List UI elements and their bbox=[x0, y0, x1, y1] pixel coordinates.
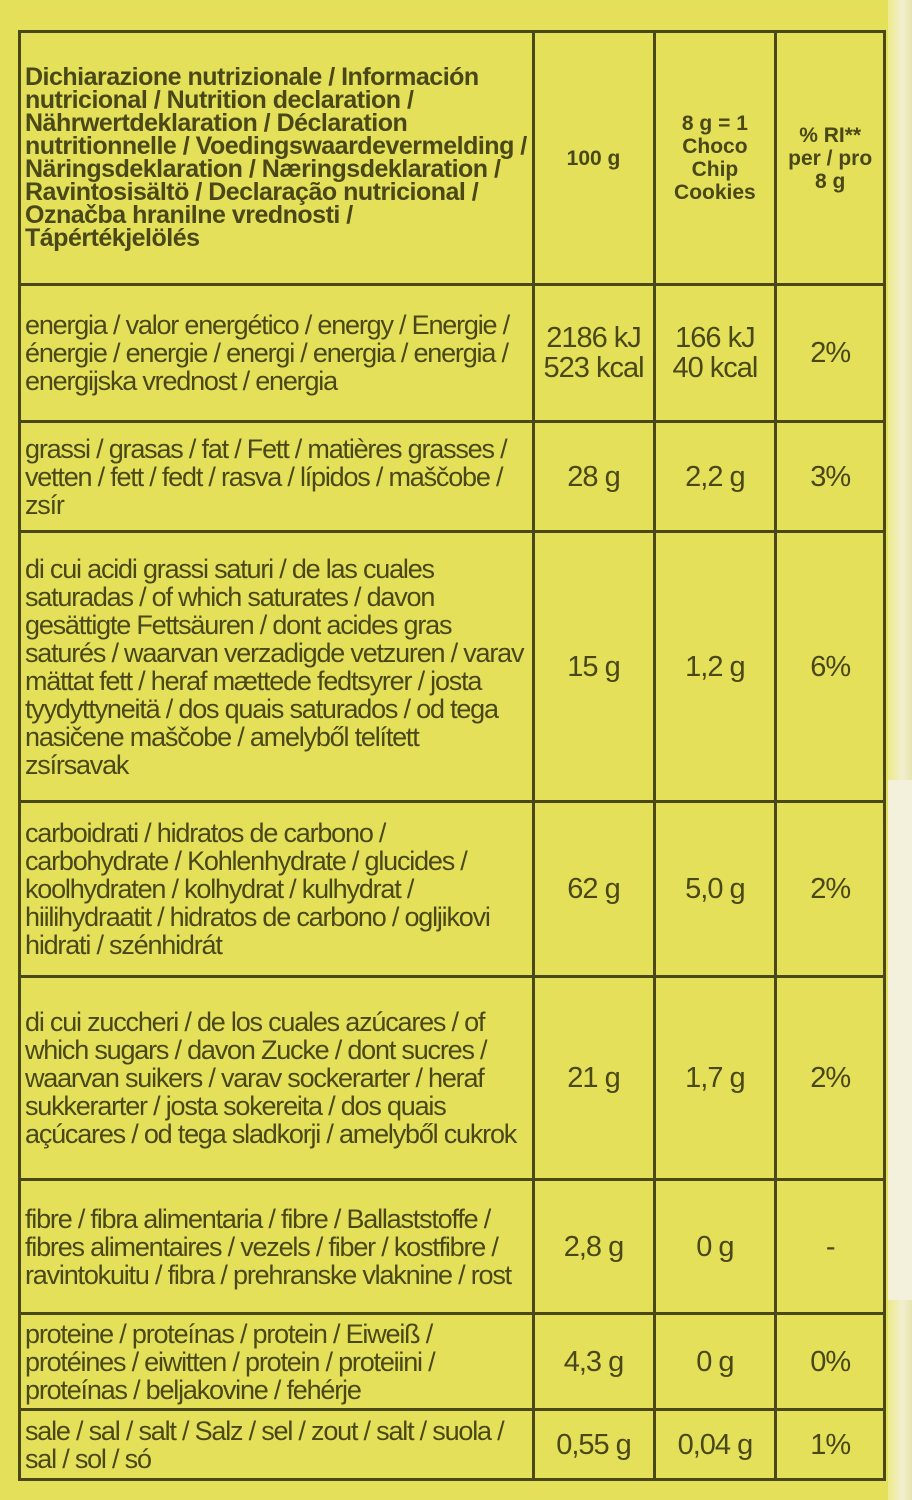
table-row: carboidrati / hidratos de carbono / carb… bbox=[18, 800, 886, 978]
row-ri: 3% bbox=[774, 420, 886, 533]
row-ri: - bbox=[774, 1178, 886, 1315]
row-per100: 0,55 g bbox=[531, 1408, 656, 1481]
row-portion: 1,7 g bbox=[652, 975, 778, 1181]
header-ri: % RI** per / pro 8 g bbox=[774, 30, 886, 286]
table-row: proteine / proteínas / protein / Eiweiß … bbox=[18, 1312, 886, 1411]
table-row: energia / valor energético / energy / En… bbox=[18, 283, 886, 423]
row-per100: 4,3 g bbox=[531, 1312, 656, 1411]
header-title: Dichiarazione nutrizionale / Información… bbox=[18, 30, 535, 286]
row-portion: 166 kJ 40 kcal bbox=[652, 283, 778, 423]
table-row: grassi / grasas / fat / Fett / matières … bbox=[18, 420, 886, 533]
row-name: di cui zuccheri / de los cuales azúcares… bbox=[18, 975, 535, 1181]
table-row: di cui acidi grassi saturi / de las cual… bbox=[18, 530, 886, 803]
row-portion: 0 g bbox=[652, 1312, 778, 1411]
table-row: fibre / fibra alimentaria / fibre / Ball… bbox=[18, 1178, 886, 1315]
row-name: proteine / proteínas / protein / Eiweiß … bbox=[18, 1312, 535, 1411]
row-ri: 2% bbox=[774, 800, 886, 978]
row-per100: 2186 kJ 523 kcal bbox=[531, 283, 656, 423]
row-per100: 15 g bbox=[531, 530, 656, 803]
header-portion: 8 g = 1 Choco Chip Cookies bbox=[652, 30, 778, 286]
row-per100: 2,8 g bbox=[531, 1178, 656, 1315]
row-per100: 62 g bbox=[531, 800, 656, 978]
header-100g: 100 g bbox=[531, 30, 656, 286]
row-ri: 2% bbox=[774, 283, 886, 423]
table-header: Dichiarazione nutrizionale / Información… bbox=[18, 30, 886, 286]
row-per100: 28 g bbox=[531, 420, 656, 533]
package-edge-light bbox=[888, 780, 912, 1300]
row-per100: 21 g bbox=[531, 975, 656, 1181]
row-ri: 1% bbox=[774, 1408, 886, 1481]
row-name: grassi / grasas / fat / Fett / matières … bbox=[18, 420, 535, 533]
row-name: sale / sal / salt / Salz / sel / zout / … bbox=[18, 1408, 535, 1481]
row-ri: 2% bbox=[774, 975, 886, 1181]
table-row: sale / sal / salt / Salz / sel / zout / … bbox=[18, 1408, 886, 1481]
row-portion: 5,0 g bbox=[652, 800, 778, 978]
row-name: carboidrati / hidratos de carbono / carb… bbox=[18, 800, 535, 978]
row-name: energia / valor energético / energy / En… bbox=[18, 283, 535, 423]
row-name: fibre / fibra alimentaria / fibre / Ball… bbox=[18, 1178, 535, 1315]
row-ri: 6% bbox=[774, 530, 886, 803]
row-ri: 0% bbox=[774, 1312, 886, 1411]
table-row: di cui zuccheri / de los cuales azúcares… bbox=[18, 975, 886, 1181]
row-portion: 2,2 g bbox=[652, 420, 778, 533]
nutrition-table: Dichiarazione nutrizionale / Información… bbox=[18, 30, 886, 1481]
row-portion: 1,2 g bbox=[652, 530, 778, 803]
row-portion: 0 g bbox=[652, 1178, 778, 1315]
row-portion: 0,04 g bbox=[652, 1408, 778, 1481]
row-name: di cui acidi grassi saturi / de las cual… bbox=[18, 530, 535, 803]
